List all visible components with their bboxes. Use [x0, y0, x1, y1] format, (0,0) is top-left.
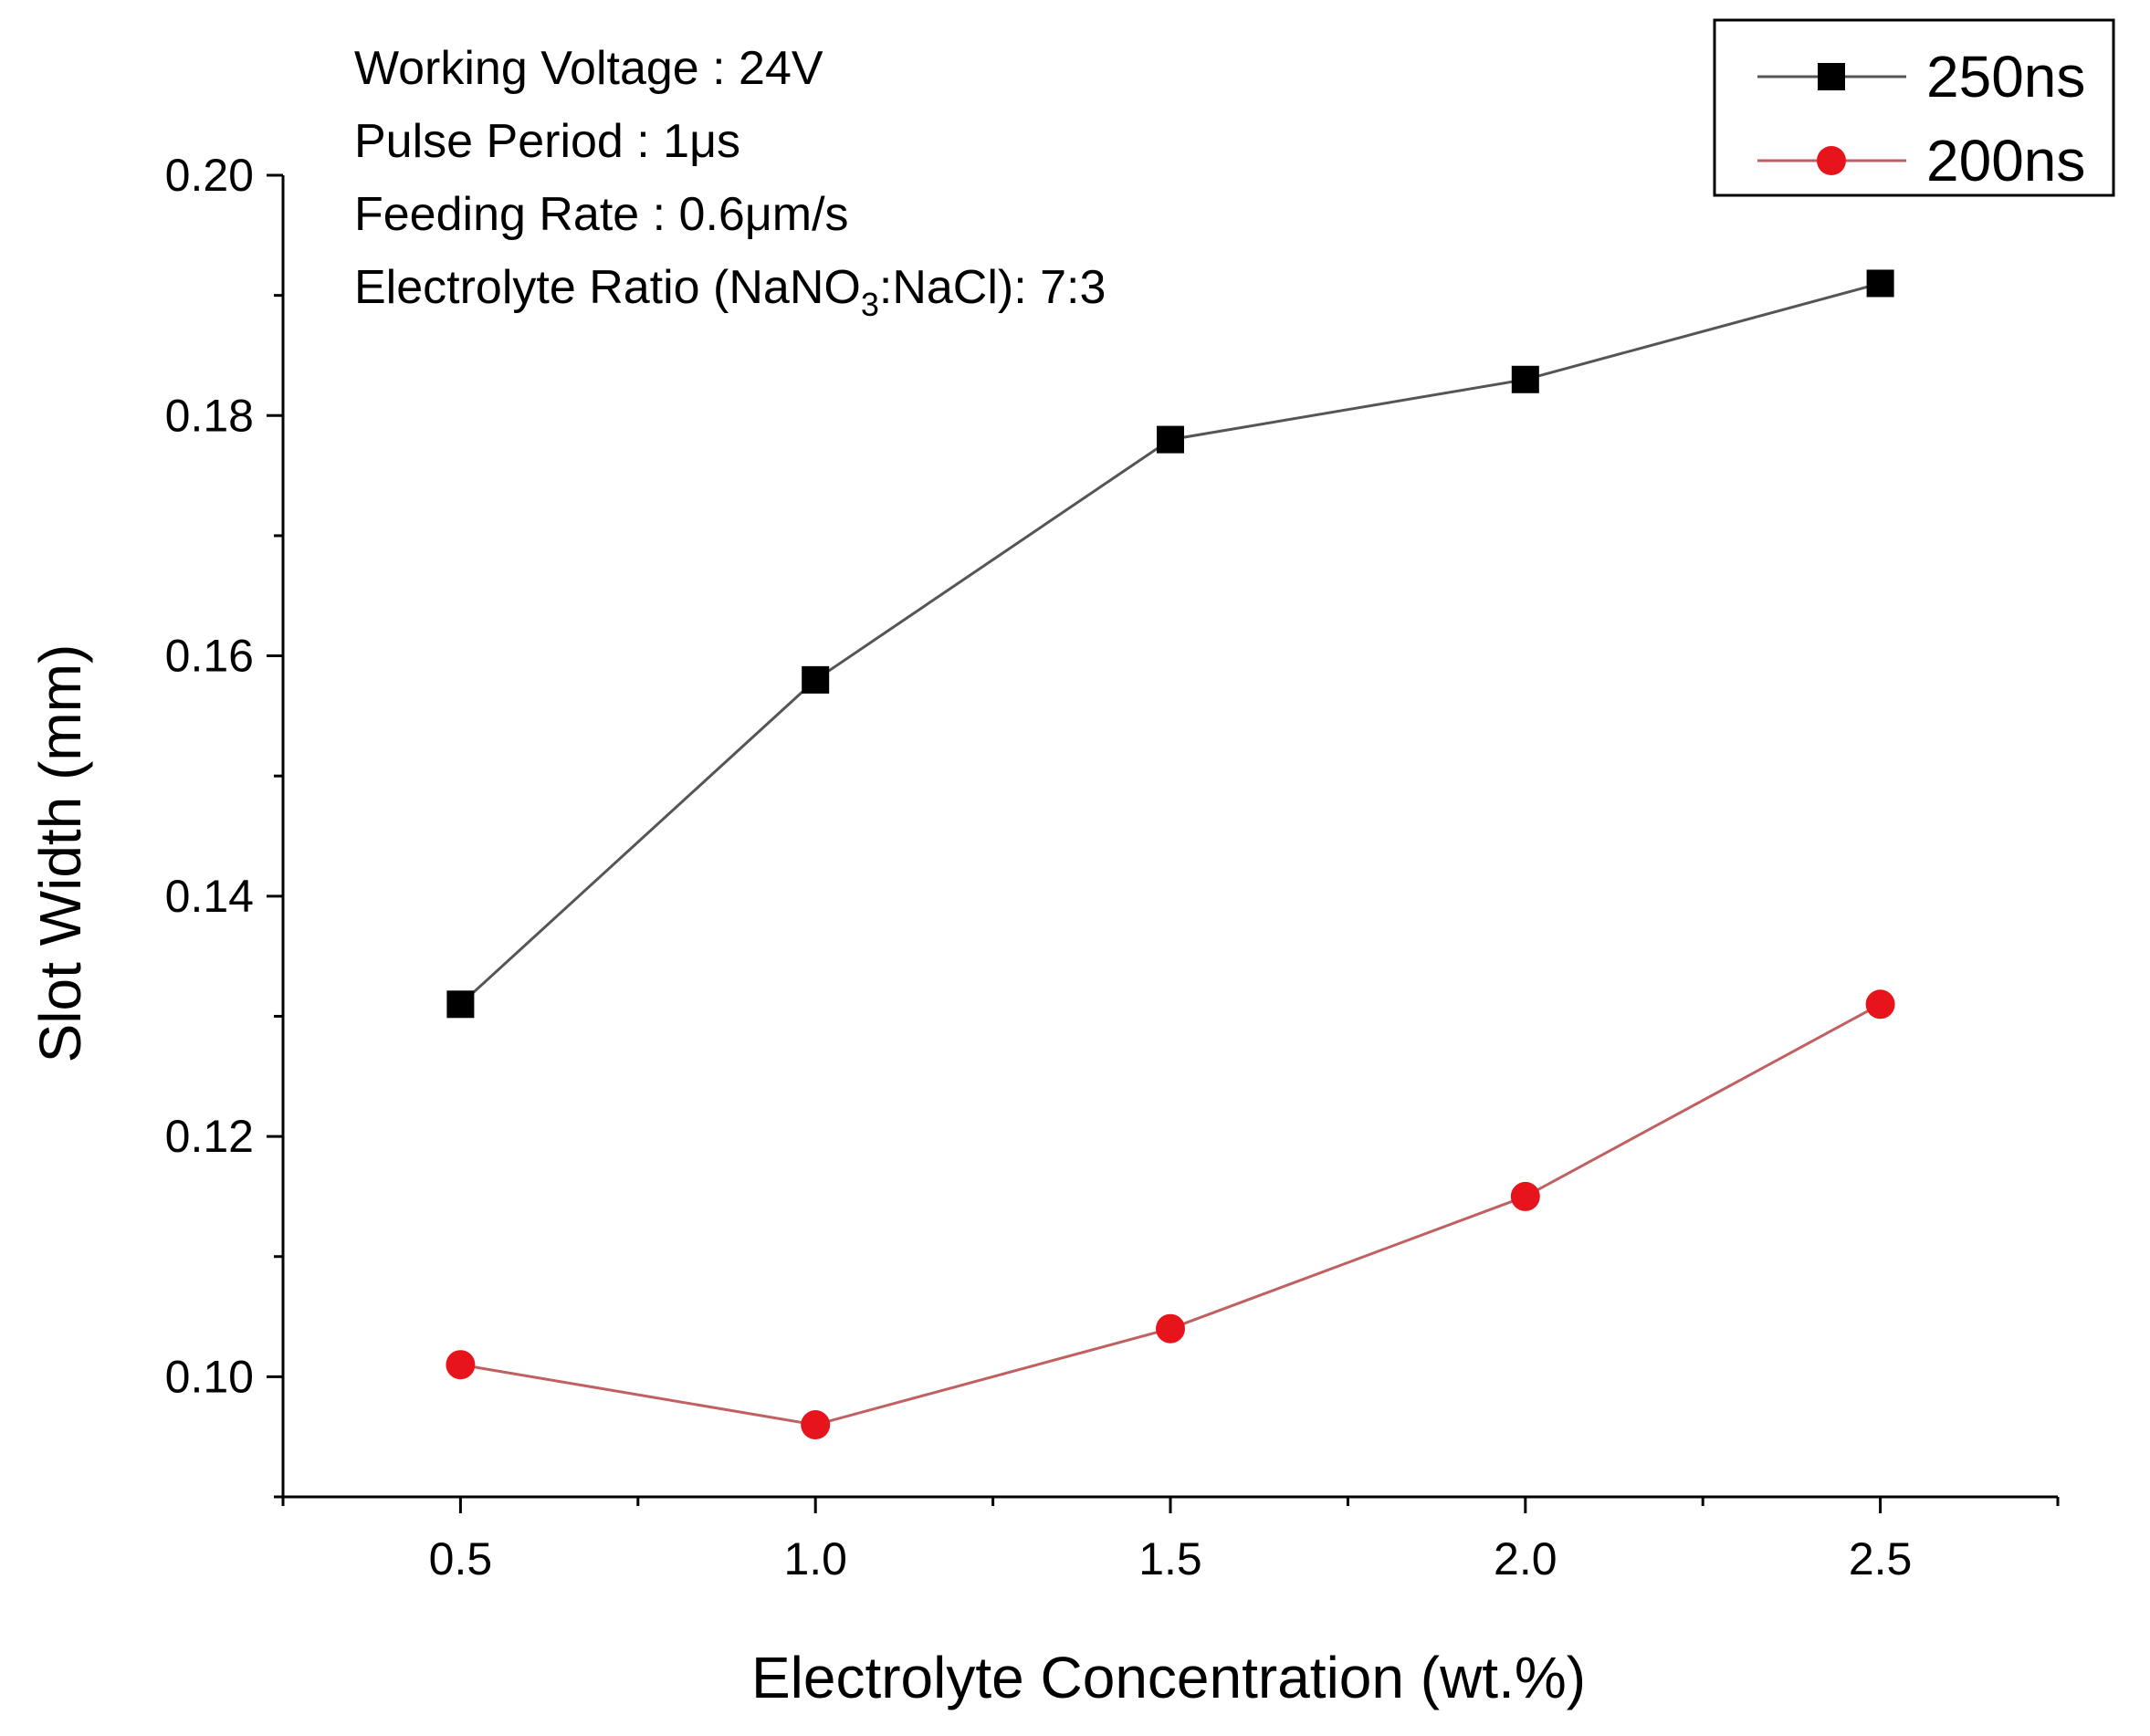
x-axis-title: Electrolyte Concentration (wt.%) — [751, 1645, 1586, 1710]
legend-box — [1713, 18, 2115, 197]
series-line-200ns — [460, 1002, 1882, 1427]
data-point-250ns — [1866, 269, 1894, 298]
annotation-block: Working Voltage : 24V Pulse Period : 1μs… — [354, 42, 1106, 323]
x-tick-label: 0.5 — [429, 1533, 493, 1584]
y-axis-title: Slot Width (mm) — [27, 644, 93, 1063]
x-ticks: 0.5 1.0 1.5 2.0 2.5 — [281, 1497, 2060, 1584]
data-point-200ns — [446, 1350, 476, 1380]
legend-label-250ns: 250ns — [1926, 44, 2085, 110]
legend-label-200ns: 200ns — [1926, 128, 2085, 193]
axes — [281, 175, 2058, 1499]
data-point-250ns — [802, 665, 830, 694]
y-tick-label: 0.10 — [165, 1351, 254, 1402]
annotation-pulse-period: Pulse Period : 1μs — [354, 115, 740, 168]
y-tick-label: 0.14 — [165, 871, 254, 922]
x-tick-label: 2.0 — [1494, 1533, 1557, 1584]
y-tick-label: 0.16 — [165, 631, 254, 682]
data-point-250ns — [1511, 365, 1539, 393]
data-point-250ns — [446, 990, 475, 1019]
annotation-working-voltage: Working Voltage : 24V — [354, 42, 823, 95]
annotation-feeding-rate: Feeding Rate : 0.6μm/s — [354, 188, 849, 241]
data-point-200ns — [801, 1410, 831, 1440]
data-point-200ns — [1865, 989, 1895, 1020]
legend-entries: 250ns 200ns — [1757, 44, 2085, 193]
y-tick-label: 0.12 — [165, 1111, 254, 1162]
series-line-250ns — [459, 282, 1881, 1006]
series-layer — [446, 269, 1895, 1440]
annotation-electrolyte-ratio: Electrolyte Ratio (NaNO3:NaCl): 7:3 — [354, 261, 1106, 323]
y-tick-label: 0.20 — [165, 150, 254, 201]
legend-marker-250ns — [1818, 63, 1845, 90]
data-point-250ns — [1157, 425, 1184, 454]
data-point-200ns — [1156, 1313, 1185, 1344]
legend: 250ns 200ns — [1713, 18, 2115, 197]
legend-marker-200ns — [1817, 146, 1846, 175]
annotation-ratio-subscript: 3 — [861, 286, 879, 323]
y-ticks: 0.10 0.12 0.14 0.16 0.18 0.20 — [165, 150, 283, 1499]
y-tick-label: 0.18 — [165, 390, 254, 441]
x-tick-label: 1.5 — [1138, 1533, 1202, 1584]
data-point-200ns — [1510, 1181, 1540, 1211]
x-tick-label: 2.5 — [1849, 1533, 1913, 1584]
annotation-ratio-suffix: :NaCl): 7:3 — [879, 261, 1106, 314]
annotation-ratio-prefix: Electrolyte Ratio (NaNO — [354, 261, 861, 314]
x-tick-label: 1.0 — [783, 1533, 847, 1584]
